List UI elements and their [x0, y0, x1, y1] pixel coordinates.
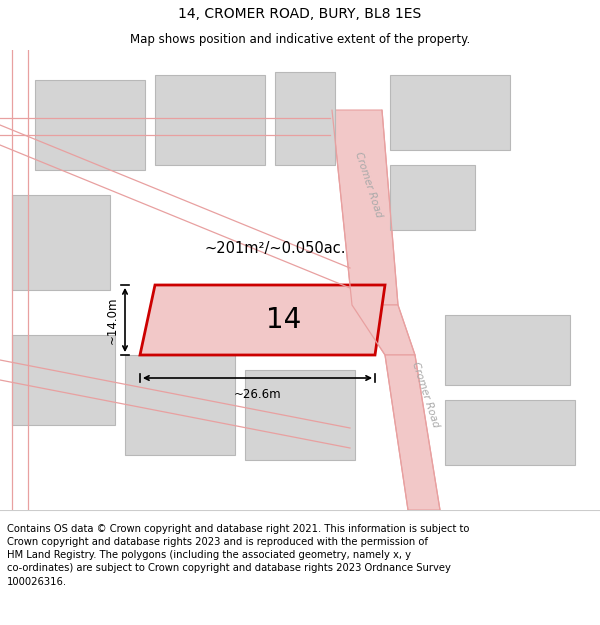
Bar — [275, 72, 335, 165]
Polygon shape — [385, 355, 440, 510]
Text: Cromer Road: Cromer Road — [410, 361, 440, 429]
Text: 14: 14 — [266, 306, 301, 334]
Bar — [12, 335, 115, 425]
Text: 14, CROMER ROAD, BURY, BL8 1ES: 14, CROMER ROAD, BURY, BL8 1ES — [178, 7, 422, 21]
Bar — [35, 80, 145, 170]
Bar — [445, 315, 570, 385]
Bar — [155, 75, 265, 165]
Polygon shape — [140, 285, 385, 355]
Text: ~14.0m: ~14.0m — [106, 296, 119, 344]
Text: Map shows position and indicative extent of the property.: Map shows position and indicative extent… — [130, 32, 470, 46]
Bar — [125, 355, 235, 455]
Text: ~201m²/~0.050ac.: ~201m²/~0.050ac. — [205, 241, 347, 256]
Polygon shape — [352, 305, 415, 355]
Text: ~26.6m: ~26.6m — [233, 388, 281, 401]
Polygon shape — [332, 110, 398, 305]
Text: Contains OS data © Crown copyright and database right 2021. This information is : Contains OS data © Crown copyright and d… — [7, 524, 470, 587]
Bar — [245, 370, 355, 460]
Bar — [390, 165, 475, 230]
Bar — [445, 400, 575, 465]
Text: Cromer Road: Cromer Road — [353, 151, 383, 219]
Bar — [390, 75, 510, 150]
Bar — [12, 195, 110, 290]
